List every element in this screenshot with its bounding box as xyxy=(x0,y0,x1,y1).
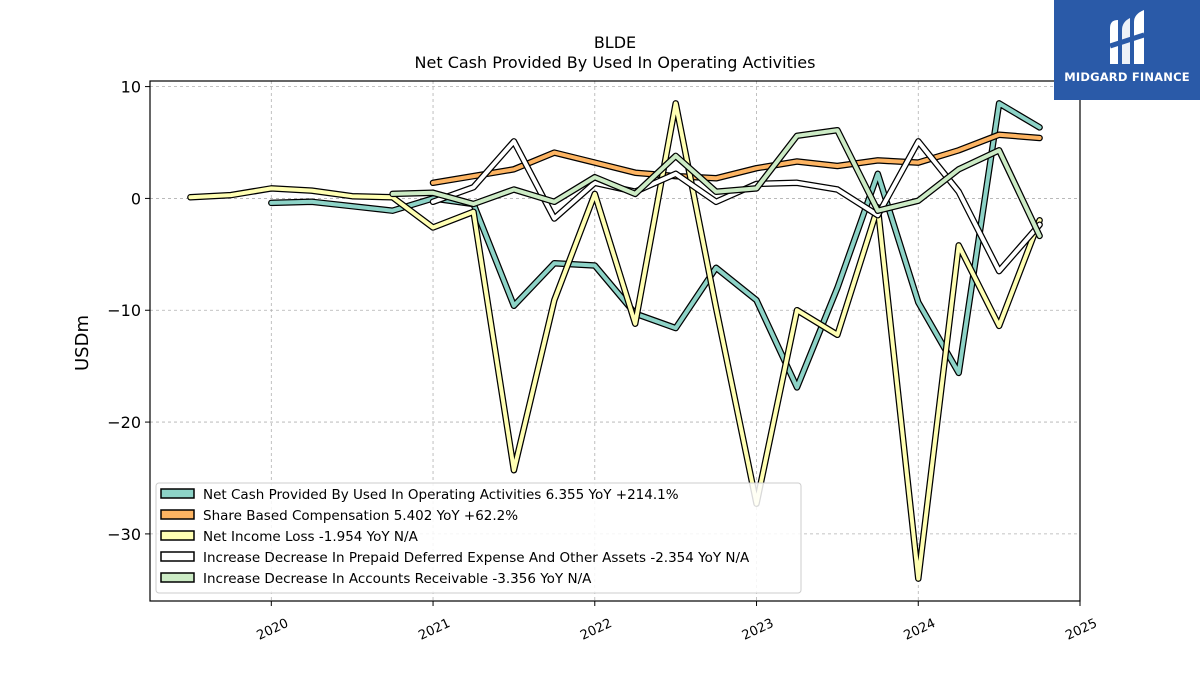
series-1 xyxy=(268,100,1043,391)
legend-swatch xyxy=(160,530,195,541)
series-line xyxy=(431,139,1042,274)
series-4 xyxy=(429,138,1043,275)
legend-label: Increase Decrease In Accounts Receivable… xyxy=(203,571,592,587)
series-line xyxy=(431,132,1042,185)
series-line xyxy=(269,101,1042,390)
legend-label: Share Based Compensation 5.402 YoY +62.2… xyxy=(203,508,518,524)
x-tick-label: 2021 xyxy=(416,616,452,644)
chart-subtitle: Net Cash Provided By Used In Operating A… xyxy=(415,53,816,72)
legend: Net Cash Provided By Used In Operating A… xyxy=(155,482,802,594)
plot-frame xyxy=(149,80,1081,602)
chart-title: BLDE xyxy=(594,33,636,52)
brand-name: MIDGARD FINANCE xyxy=(1064,70,1190,84)
legend-swatch xyxy=(160,551,195,562)
brand-logo: MIDGARD FINANCE xyxy=(1054,0,1200,100)
y-tick-label: −10 xyxy=(107,301,141,320)
legend-swatch xyxy=(160,488,195,499)
series-3 xyxy=(187,100,1043,582)
series-layer xyxy=(187,100,1043,582)
y-tick-label: −30 xyxy=(107,525,141,544)
legend-swatch xyxy=(160,509,195,520)
x-tick-label: 2025 xyxy=(1063,616,1099,644)
y-tick-label: −20 xyxy=(107,413,141,432)
y-axis-label: USDm xyxy=(72,315,93,371)
x-tick-label: 2024 xyxy=(902,616,938,644)
series-2 xyxy=(429,131,1043,187)
legend-box xyxy=(155,482,802,594)
x-tick-label: 2023 xyxy=(740,616,776,644)
legend-label: Net Cash Provided By Used In Operating A… xyxy=(203,487,679,503)
y-tick-label: 10 xyxy=(121,78,141,97)
series-5 xyxy=(389,126,1043,240)
logo-mark-icon xyxy=(1109,10,1146,64)
x-tick-label: 2022 xyxy=(578,616,614,644)
series-line xyxy=(390,128,1042,238)
legend-swatch xyxy=(160,572,195,583)
x-tick-label: 2020 xyxy=(255,616,291,644)
series-line xyxy=(188,101,1042,581)
legend-label: Increase Decrease In Prepaid Deferred Ex… xyxy=(203,550,750,566)
legend-label: Net Income Loss -1.954 YoY N/A xyxy=(203,529,419,545)
y-tick-label: 0 xyxy=(131,189,141,208)
